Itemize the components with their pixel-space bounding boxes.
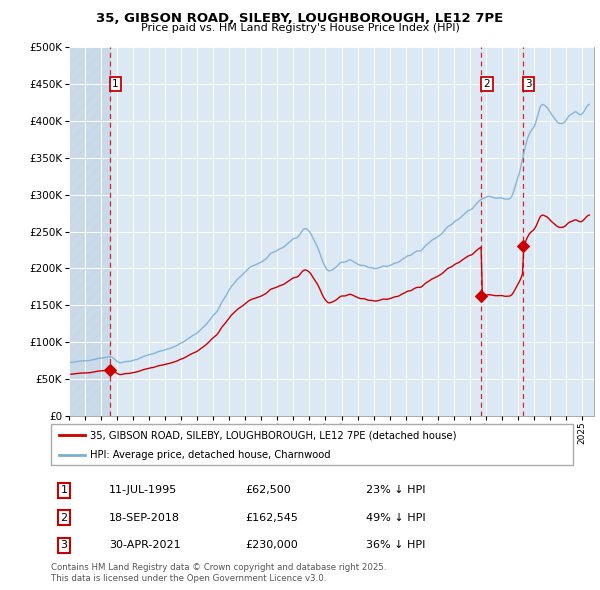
Text: 23% ↓ HPI: 23% ↓ HPI [366, 486, 425, 495]
FancyBboxPatch shape [51, 424, 574, 466]
Text: 3: 3 [526, 79, 532, 89]
Text: 18-SEP-2018: 18-SEP-2018 [109, 513, 180, 523]
Point [476, 291, 486, 301]
Bar [69, 47, 110, 416]
Text: HPI: Average price, detached house, Charnwood: HPI: Average price, detached house, Char… [91, 450, 331, 460]
Text: £230,000: £230,000 [245, 540, 298, 550]
Text: 30-APR-2021: 30-APR-2021 [109, 540, 181, 550]
Text: 11-JUL-1995: 11-JUL-1995 [109, 486, 177, 495]
Text: Contains HM Land Registry data © Crown copyright and database right 2025.: Contains HM Land Registry data © Crown c… [51, 563, 386, 572]
Text: This data is licensed under the Open Government Licence v3.0.: This data is licensed under the Open Gov… [51, 574, 326, 583]
Text: 3: 3 [61, 540, 68, 550]
Text: 35, GIBSON ROAD, SILEBY, LOUGHBOROUGH, LE12 7PE: 35, GIBSON ROAD, SILEBY, LOUGHBOROUGH, L… [97, 12, 503, 25]
Text: Price paid vs. HM Land Registry's House Price Index (HPI): Price paid vs. HM Land Registry's House … [140, 23, 460, 33]
Text: £162,545: £162,545 [245, 513, 298, 523]
Text: 1: 1 [61, 486, 68, 495]
Point [518, 242, 528, 251]
Text: £62,500: £62,500 [245, 486, 291, 495]
Text: 2: 2 [484, 79, 490, 89]
Text: 36% ↓ HPI: 36% ↓ HPI [366, 540, 425, 550]
Text: 35, GIBSON ROAD, SILEBY, LOUGHBOROUGH, LE12 7PE (detached house): 35, GIBSON ROAD, SILEBY, LOUGHBOROUGH, L… [91, 430, 457, 440]
Text: 49% ↓ HPI: 49% ↓ HPI [366, 513, 425, 523]
Point [105, 365, 115, 375]
Text: 2: 2 [61, 513, 68, 523]
Text: 1: 1 [112, 79, 119, 89]
